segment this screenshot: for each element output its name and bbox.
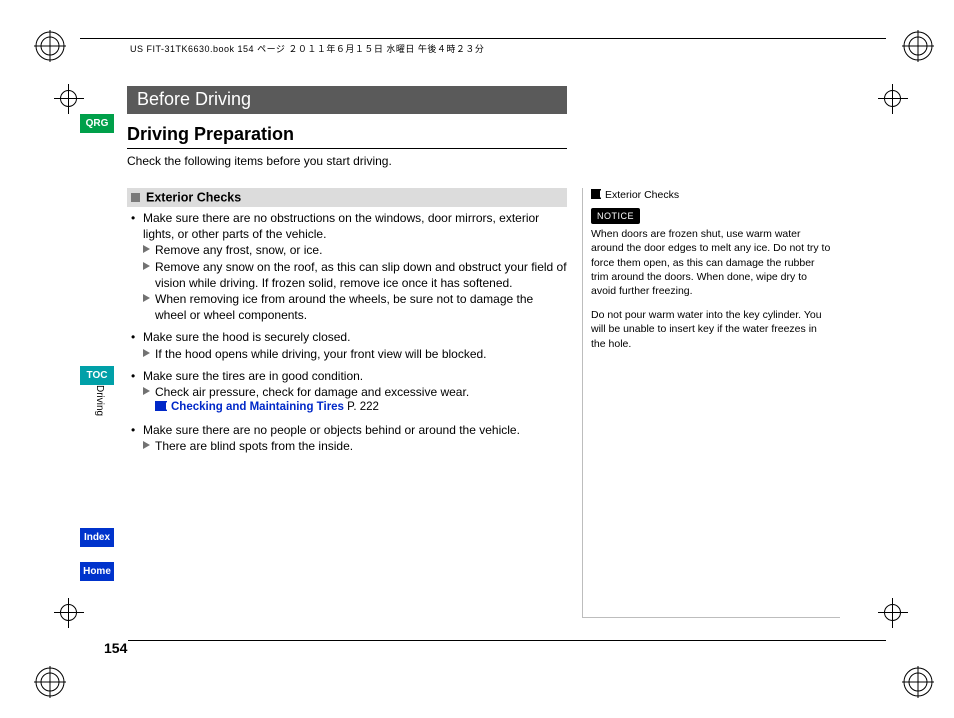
regmark-br xyxy=(902,666,934,698)
bullet-text: Make sure the tires are in good conditio… xyxy=(143,369,363,383)
triangle-icon xyxy=(143,387,150,395)
square-bullet-icon xyxy=(131,193,140,202)
regmark-bl xyxy=(34,666,66,698)
main-content-list: Make sure there are no obstructions on t… xyxy=(127,210,567,460)
xref-label: Checking and Maintaining Tires xyxy=(171,401,344,413)
subsection-header: Exterior Checks xyxy=(127,188,567,207)
regmark-tl xyxy=(34,30,66,62)
nav-toc[interactable]: TOC xyxy=(80,366,114,385)
sub-item: Remove any frost, snow, or ice. xyxy=(143,242,567,258)
bullet-text: Make sure the hood is securely closed. xyxy=(143,330,350,344)
sub-item: If the hood opens while driving, your fr… xyxy=(143,346,567,362)
list-item: Make sure there are no obstructions on t… xyxy=(127,210,567,323)
list-item: Make sure there are no people or objects… xyxy=(127,422,567,454)
nav-qrg[interactable]: QRG xyxy=(80,114,114,133)
nav-home[interactable]: Home xyxy=(80,562,114,581)
triangle-icon xyxy=(143,349,150,357)
sub-item: Check air pressure, check for damage and… xyxy=(143,384,567,400)
chapter-title-bar: Before Driving xyxy=(127,86,567,114)
header-rule xyxy=(80,38,886,39)
xref-page: P. 222 xyxy=(347,401,379,413)
sub-item: When removing ice from around the wheels… xyxy=(143,291,567,323)
regmark-tr xyxy=(902,30,934,62)
sub-text: Remove any frost, snow, or ice. xyxy=(155,243,322,257)
sidebar-paragraph: When doors are frozen shut, use warm wat… xyxy=(591,227,832,298)
footer-rule xyxy=(128,640,886,641)
sidebar-heading: Exterior Checks xyxy=(591,188,832,202)
crosshair-right xyxy=(878,598,908,628)
intro-text: Check the following items before you sta… xyxy=(127,154,392,168)
triangle-icon xyxy=(143,294,150,302)
sub-item: There are blind spots from the inside. xyxy=(143,438,567,454)
section-title: Driving Preparation xyxy=(127,124,567,149)
crosshair-left xyxy=(54,598,84,628)
chevron-icon xyxy=(591,189,601,199)
sidebar-paragraph: Do not pour warm water into the key cyli… xyxy=(591,308,832,351)
triangle-icon xyxy=(143,262,150,270)
sub-text: There are blind spots from the inside. xyxy=(155,439,353,453)
sidebar-column: Exterior Checks NOTICE When doors are fr… xyxy=(582,188,840,618)
cross-reference-link[interactable]: Checking and Maintaining Tires P. 222 xyxy=(143,400,567,416)
notice-badge: NOTICE xyxy=(591,208,640,224)
section-vertical-label: Driving xyxy=(94,385,105,416)
sub-text: If the hood opens while driving, your fr… xyxy=(155,347,487,361)
list-item: Make sure the hood is securely closed. I… xyxy=(127,329,567,361)
sub-text: Check air pressure, check for damage and… xyxy=(155,385,469,399)
sidebar-head-text: Exterior Checks xyxy=(605,189,679,201)
triangle-icon xyxy=(143,441,150,449)
nav-index[interactable]: Index xyxy=(80,528,114,547)
sub-item: Remove any snow on the roof, as this can… xyxy=(143,259,567,291)
list-item: Make sure the tires are in good conditio… xyxy=(127,368,567,416)
subsection-title: Exterior Checks xyxy=(146,191,241,205)
bullet-text: Make sure there are no obstructions on t… xyxy=(143,211,539,241)
page-number: 154 xyxy=(104,640,127,656)
xref-icon xyxy=(155,401,167,411)
sub-text: When removing ice from around the wheels… xyxy=(155,292,533,322)
triangle-icon xyxy=(143,245,150,253)
crosshair-left-2 xyxy=(54,84,84,114)
sub-text: Remove any snow on the roof, as this can… xyxy=(155,260,567,290)
header-file-info: US FIT-31TK6630.book 154 ページ ２０１１年６月１５日 … xyxy=(130,42,484,55)
crosshair-top xyxy=(878,84,908,114)
bullet-text: Make sure there are no people or objects… xyxy=(143,423,520,437)
